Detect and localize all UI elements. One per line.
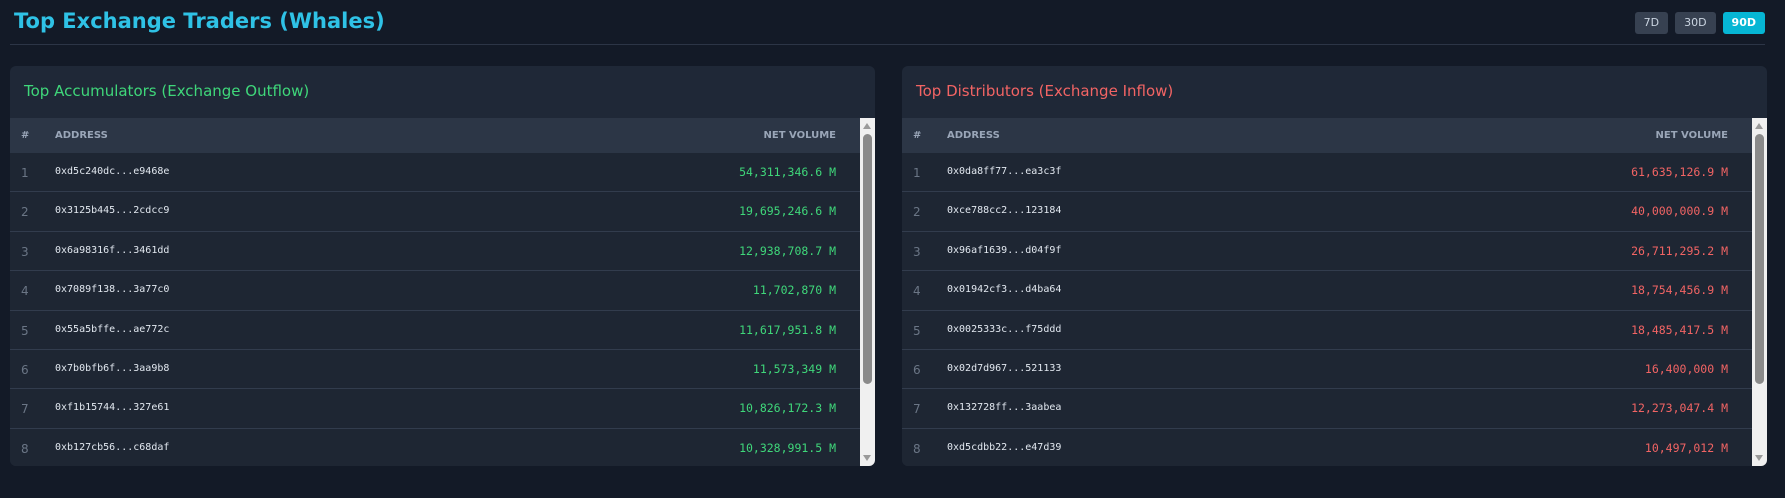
range-30d-button[interactable]: 30D <box>1675 12 1716 34</box>
row-address[interactable]: 0x01942cf3...d4ba64 <box>947 284 1062 296</box>
page-title: Top Exchange Traders (Whales) <box>14 9 385 33</box>
table-body[interactable]: 1 0x0da8ff77...ea3c3f 61,635,126.9 M 2 0xce7… <box>902 153 1752 466</box>
row-net-volume: 12,273,047.4 M <box>1631 401 1728 416</box>
column-header-rank: # <box>913 130 922 141</box>
row-address[interactable]: 0x0025333c...f75ddd <box>947 323 1062 335</box>
accumulators-panel: Top Accumulators (Exchange Outflow) # AD… <box>10 66 875 466</box>
column-header-net-volume: NET VOLUME <box>1655 130 1729 141</box>
row-address[interactable]: 0x02d7d967...521133 <box>947 362 1062 374</box>
row-rank: 1 <box>21 166 29 180</box>
table-row[interactable]: 2 0x3125b445...2cdcc9 19,695,246.6 M <box>10 192 860 232</box>
row-net-volume: 18,485,417.5 M <box>1631 322 1728 337</box>
table-row[interactable]: 1 0xd5c240dc...e9468e 54,311,346.6 M <box>10 153 860 193</box>
table-row[interactable]: 1 0x0da8ff77...ea3c3f 61,635,126.9 M <box>902 153 1752 193</box>
row-address[interactable]: 0x132728ff...3aabea <box>947 402 1062 414</box>
scrollbar-thumb[interactable] <box>863 134 872 384</box>
accumulators-title: Top Accumulators (Exchange Outflow) <box>24 82 310 100</box>
row-address[interactable]: 0xb127cb56...c68daf <box>55 441 170 453</box>
chevron-up-icon[interactable] <box>1755 123 1763 129</box>
row-address[interactable]: 0x96af1639...d04f9f <box>947 244 1062 256</box>
table-scrollbar[interactable] <box>860 118 875 466</box>
table-row[interactable]: 4 0x7089f138...3a77c0 11,702,870 M <box>10 271 860 311</box>
row-rank: 8 <box>21 441 29 456</box>
column-header-address: ADDRESS <box>55 130 108 141</box>
table-row[interactable]: 2 0xce788cc2...123184 40,000,000.9 M <box>902 192 1752 232</box>
table-row[interactable]: 6 0x7b0bfb6f...3aa9b8 11,573,349 M <box>10 350 860 390</box>
row-rank: 4 <box>913 284 921 299</box>
row-net-volume: 61,635,126.9 M <box>1631 165 1728 179</box>
range-90d-button[interactable]: 90D <box>1722 12 1765 34</box>
distributors-table: # ADDRESS NET VOLUME 1 0x0da8ff77...ea3c3… <box>902 118 1767 466</box>
row-rank: 3 <box>913 244 921 259</box>
page-header: Top Exchange Traders (Whales) 7D 30D 90D <box>10 0 1765 45</box>
row-address[interactable]: 0x7b0bfb6f...3aa9b8 <box>55 362 170 374</box>
row-net-volume: 16,400,000 M <box>1644 361 1728 376</box>
row-address[interactable]: 0xce788cc2...123184 <box>947 205 1062 217</box>
range-7d-button[interactable]: 7D <box>1634 12 1669 34</box>
scrollbar-thumb[interactable] <box>1755 134 1764 384</box>
row-rank: 7 <box>21 402 29 417</box>
distributors-title: Top Distributors (Exchange Inflow) <box>916 82 1174 100</box>
table-row[interactable]: 3 0x6a98316f...3461dd 12,938,708.7 M <box>10 232 860 272</box>
row-rank: 6 <box>913 362 921 377</box>
table-row[interactable]: 8 0xb127cb56...c68daf 10,328,991.5 M <box>10 429 860 466</box>
table-row[interactable]: 6 0x02d7d967...521133 16,400,000 M <box>902 350 1752 390</box>
row-net-volume: 10,328,991.5 M <box>739 440 836 455</box>
row-address[interactable]: 0x55a5bffe...ae772c <box>55 323 170 335</box>
row-rank: 1 <box>913 166 921 180</box>
chevron-up-icon[interactable] <box>863 123 871 129</box>
row-net-volume: 10,497,012 M <box>1644 440 1728 455</box>
column-header-rank: # <box>21 130 30 141</box>
row-address[interactable]: 0x0da8ff77...ea3c3f <box>947 166 1062 177</box>
row-address[interactable]: 0xd5c240dc...e9468e <box>55 166 170 177</box>
column-header-net-volume: NET VOLUME <box>763 130 837 141</box>
time-range-selector: 7D 30D 90D <box>1634 12 1765 34</box>
table-row[interactable]: 3 0x96af1639...d04f9f 26,711,295.2 M <box>902 232 1752 272</box>
row-net-volume: 26,711,295.2 M <box>1631 243 1728 258</box>
row-net-volume: 40,000,000.9 M <box>1631 204 1728 219</box>
row-rank: 7 <box>913 402 921 417</box>
row-net-volume: 18,754,456.9 M <box>1631 283 1728 298</box>
table-header: # ADDRESS NET VOLUME <box>10 118 860 153</box>
row-address[interactable]: 0xd5cdbb22...e47d39 <box>947 441 1062 453</box>
row-address[interactable]: 0x3125b445...2cdcc9 <box>55 205 170 217</box>
row-rank: 2 <box>21 205 29 220</box>
table-scrollbar[interactable] <box>1752 118 1767 466</box>
row-rank: 4 <box>21 284 29 299</box>
row-address[interactable]: 0x7089f138...3a77c0 <box>55 284 170 296</box>
chevron-down-icon[interactable] <box>1755 455 1763 461</box>
row-net-volume: 54,311,346.6 M <box>739 165 836 179</box>
row-address[interactable]: 0xf1b15744...327e61 <box>55 402 170 414</box>
table-row[interactable]: 5 0x55a5bffe...ae772c 11,617,951.8 M <box>10 311 860 350</box>
row-rank: 5 <box>21 323 29 338</box>
table-row[interactable]: 4 0x01942cf3...d4ba64 18,754,456.9 M <box>902 271 1752 311</box>
table-header: # ADDRESS NET VOLUME <box>902 118 1752 153</box>
row-rank: 8 <box>913 441 921 456</box>
row-rank: 5 <box>913 323 921 338</box>
row-net-volume: 19,695,246.6 M <box>739 204 836 219</box>
row-net-volume: 11,702,870 M <box>752 283 836 298</box>
row-net-volume: 12,938,708.7 M <box>739 243 836 258</box>
table-row[interactable]: 5 0x0025333c...f75ddd 18,485,417.5 M <box>902 311 1752 350</box>
distributors-panel: Top Distributors (Exchange Inflow) # ADD… <box>902 66 1767 466</box>
table-row[interactable]: 8 0xd5cdbb22...e47d39 10,497,012 M <box>902 429 1752 466</box>
table-body[interactable]: 1 0xd5c240dc...e9468e 54,311,346.6 M 2 0x312… <box>10 153 860 466</box>
row-net-volume: 11,617,951.8 M <box>739 322 836 337</box>
chevron-down-icon[interactable] <box>863 455 871 461</box>
accumulators-table: # ADDRESS NET VOLUME 1 0xd5c240dc...e9468… <box>10 118 875 466</box>
row-net-volume: 11,573,349 M <box>752 361 836 376</box>
row-rank: 2 <box>913 205 921 220</box>
column-header-address: ADDRESS <box>947 130 1000 141</box>
table-row[interactable]: 7 0xf1b15744...327e61 10,826,172.3 M <box>10 389 860 429</box>
row-address[interactable]: 0x6a98316f...3461dd <box>55 244 170 256</box>
row-net-volume: 10,826,172.3 M <box>739 401 836 416</box>
row-rank: 6 <box>21 362 29 377</box>
row-rank: 3 <box>21 244 29 259</box>
table-row[interactable]: 7 0x132728ff...3aabea 12,273,047.4 M <box>902 389 1752 429</box>
